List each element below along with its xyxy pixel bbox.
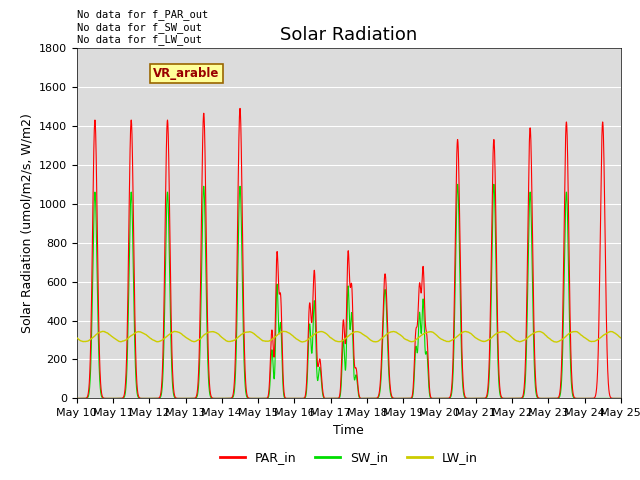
Y-axis label: Solar Radiation (umol/m2/s, W/m2): Solar Radiation (umol/m2/s, W/m2) [20,113,33,333]
X-axis label: Time: Time [333,424,364,437]
Title: Solar Radiation: Solar Radiation [280,25,417,44]
Legend: PAR_in, SW_in, LW_in: PAR_in, SW_in, LW_in [215,446,483,469]
Text: No data for f_PAR_out
No data for f_SW_out
No data for f_LW_out: No data for f_PAR_out No data for f_SW_o… [77,9,208,45]
Text: VR_arable: VR_arable [153,68,220,81]
